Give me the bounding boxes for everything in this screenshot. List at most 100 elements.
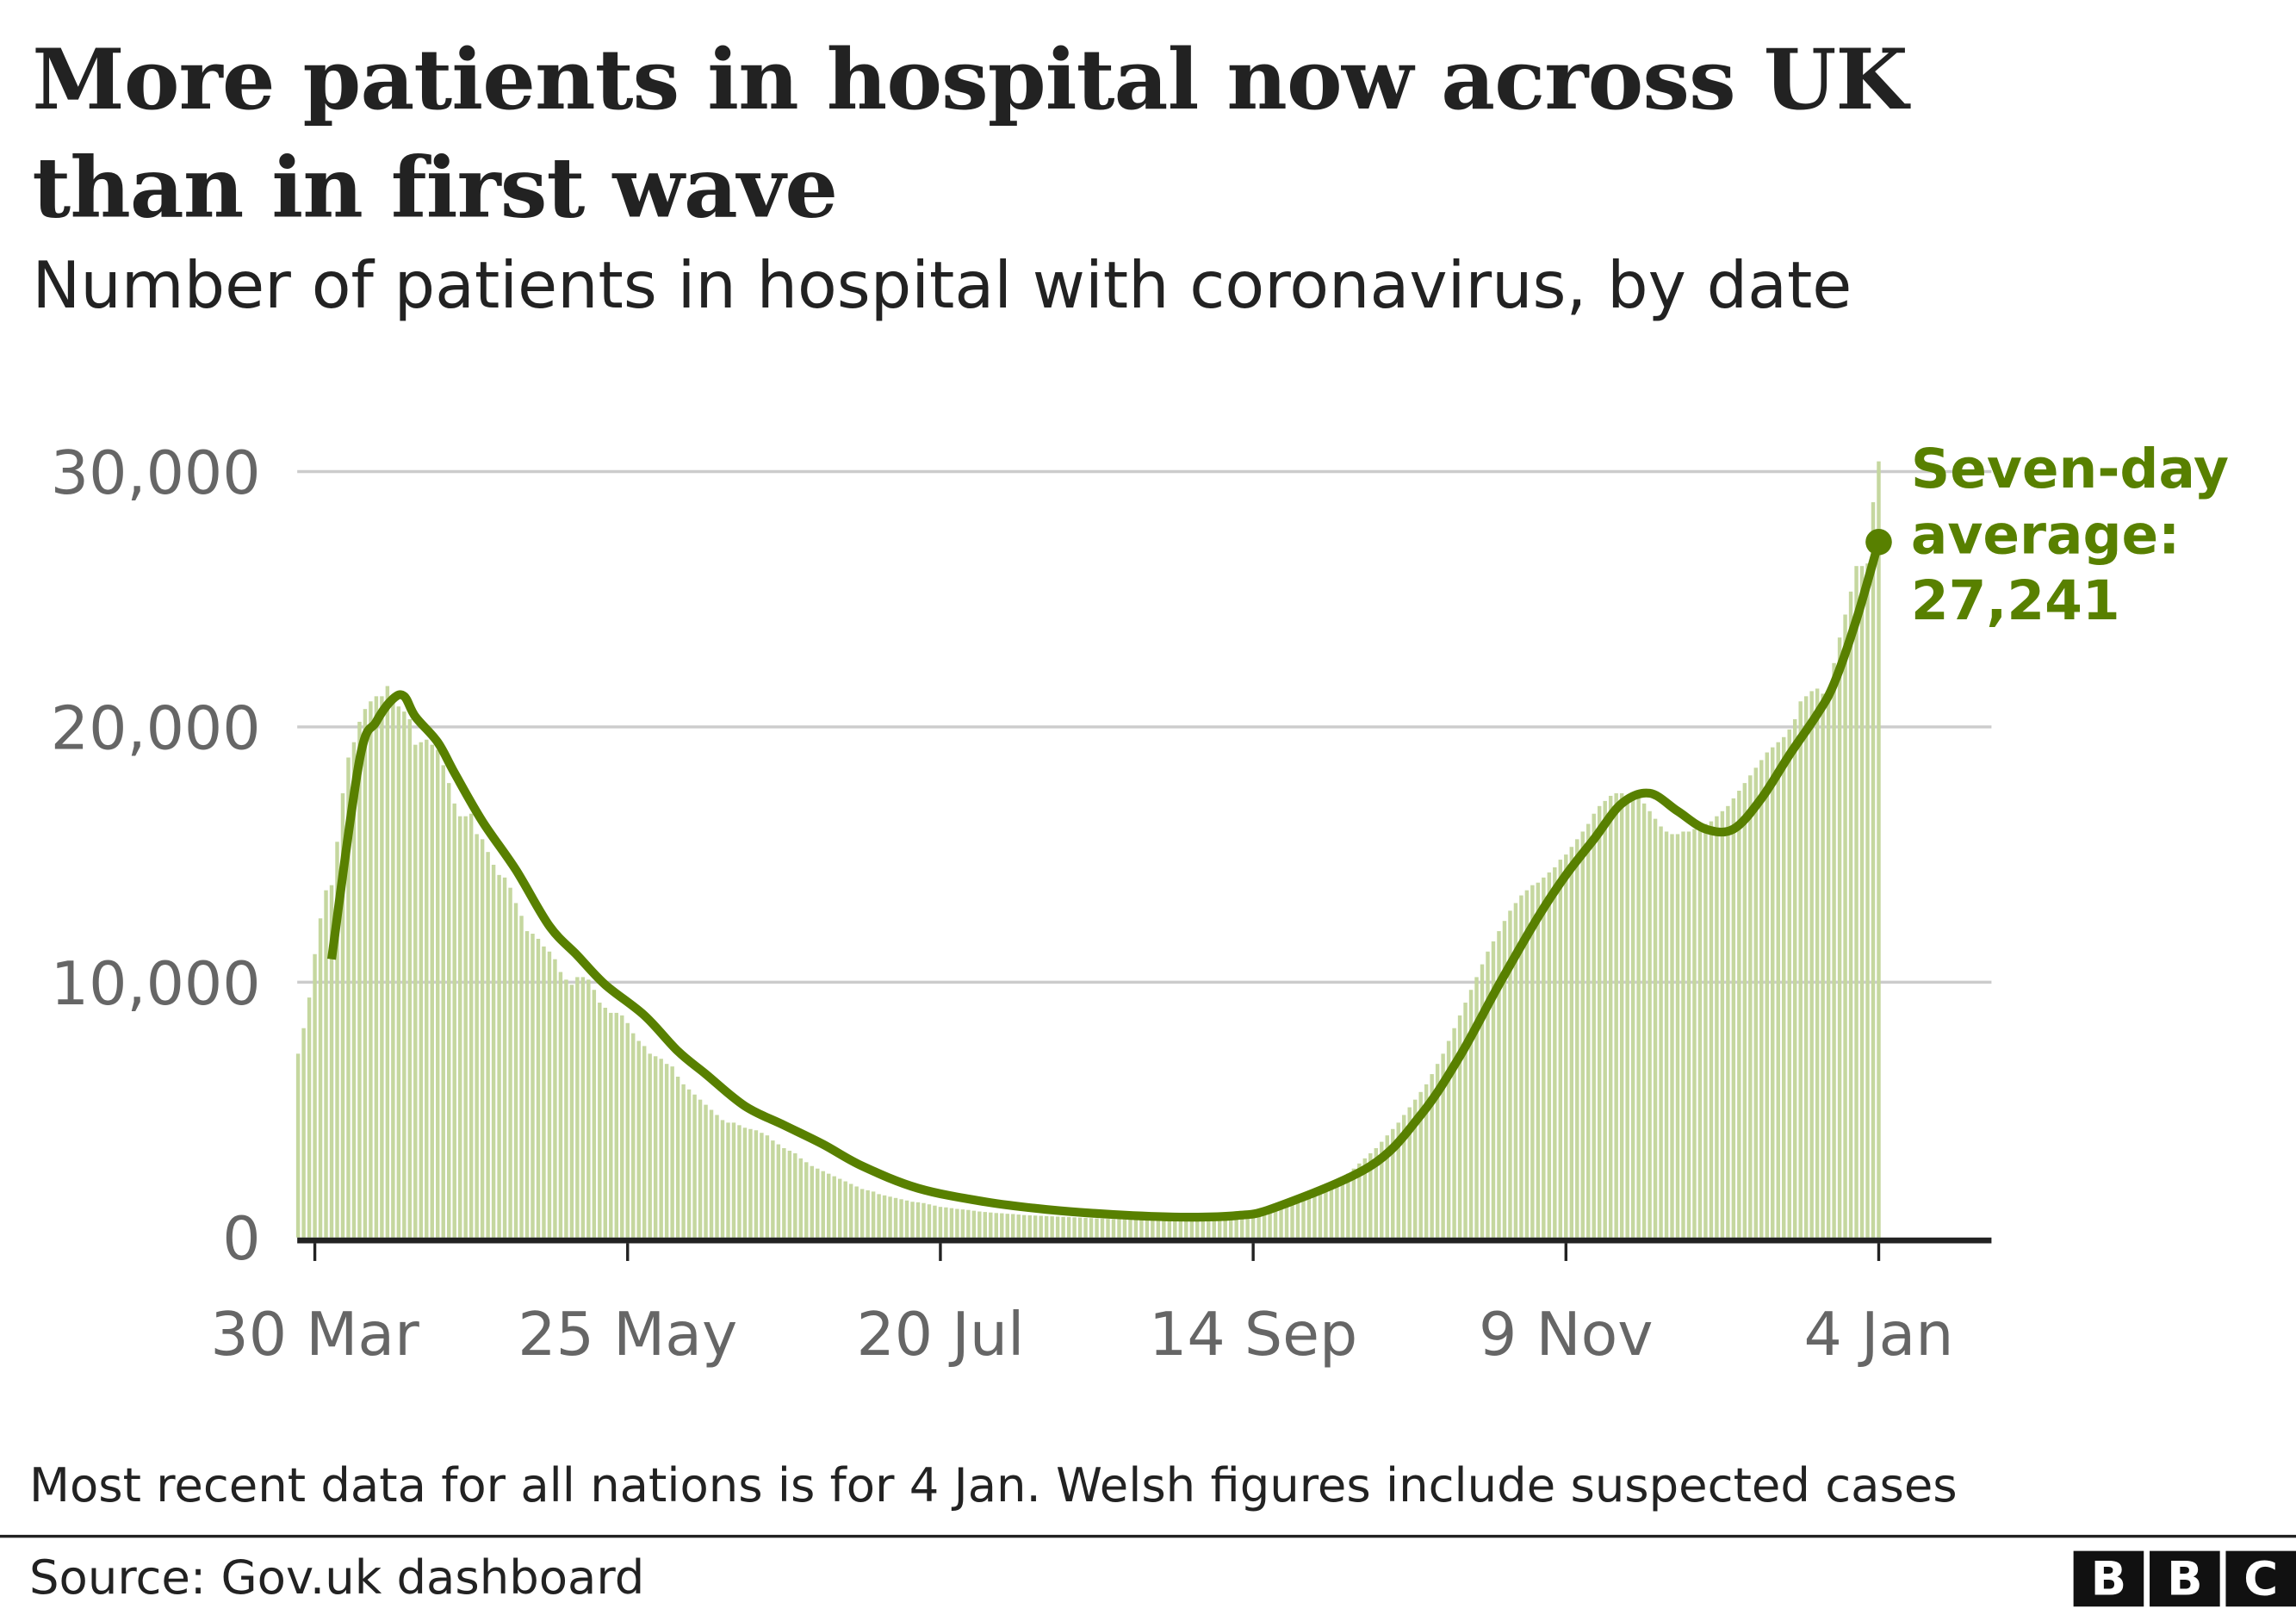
daily-bar xyxy=(910,1202,915,1238)
daily-bar xyxy=(1502,921,1507,1238)
daily-bar xyxy=(1357,1163,1362,1238)
daily-bar xyxy=(1351,1168,1356,1238)
daily-bar xyxy=(446,783,451,1238)
daily-bar xyxy=(765,1135,770,1238)
daily-bar xyxy=(1178,1219,1183,1238)
footnote: Most recent data for all nations is for … xyxy=(29,1457,1958,1513)
daily-bar xyxy=(1759,760,1764,1238)
daily-bar xyxy=(1412,1099,1418,1238)
daily-bar xyxy=(971,1210,977,1238)
x-tick-label: 20 Jul xyxy=(856,1300,1024,1370)
daily-bar xyxy=(1614,792,1618,1238)
daily-bar xyxy=(351,742,357,1238)
daily-bar xyxy=(659,1059,663,1238)
daily-bar xyxy=(391,696,395,1238)
daily-bar xyxy=(1184,1219,1188,1238)
daily-bar xyxy=(742,1127,748,1238)
daily-bar xyxy=(904,1200,909,1238)
daily-bar xyxy=(1061,1216,1065,1238)
daily-bar xyxy=(726,1122,730,1238)
daily-bar xyxy=(301,1028,306,1238)
daily-bar xyxy=(1731,798,1736,1238)
daily-bar xyxy=(1391,1128,1395,1238)
annotation-value: 27,241 xyxy=(1911,569,2120,632)
daily-bar xyxy=(949,1208,954,1238)
daily-bar xyxy=(329,885,334,1238)
daily-bar xyxy=(357,721,362,1238)
daily-bar xyxy=(1306,1195,1312,1238)
daily-bar xyxy=(369,701,373,1238)
daily-bar xyxy=(598,1003,602,1238)
daily-bar xyxy=(402,711,406,1238)
daily-bar xyxy=(1050,1216,1054,1238)
chart-subtitle: Number of patients in hospital with coro… xyxy=(32,249,1852,324)
daily-bar xyxy=(933,1205,937,1238)
daily-bar xyxy=(827,1173,831,1238)
daily-bar xyxy=(580,977,586,1238)
daily-bar xyxy=(508,887,512,1238)
daily-bar xyxy=(1771,747,1775,1238)
daily-bar xyxy=(1122,1219,1127,1238)
daily-bar xyxy=(1815,688,1820,1238)
daily-bar xyxy=(1212,1217,1216,1238)
daily-bar xyxy=(1843,614,1847,1238)
daily-bar xyxy=(1000,1213,1004,1238)
daily-bar xyxy=(1329,1184,1334,1238)
daily-bar xyxy=(1748,775,1753,1238)
bbc-logo: B B C xyxy=(2073,1550,2296,1607)
x-tick-label: 9 Nov xyxy=(1479,1300,1654,1370)
daily-bar xyxy=(547,951,552,1238)
daily-bar xyxy=(620,1015,624,1238)
daily-bar xyxy=(324,890,328,1238)
daily-bar xyxy=(1787,729,1791,1238)
daily-bar xyxy=(1468,990,1474,1238)
chart-plot: 0 10,000 20,000 30,000 30 Mar 25 May 20 Jul 14… xyxy=(51,438,2229,1370)
daily-bar xyxy=(396,706,401,1238)
daily-bar xyxy=(1648,811,1652,1238)
daily-bar xyxy=(804,1162,809,1238)
daily-bar xyxy=(1524,890,1530,1238)
daily-bar xyxy=(380,696,384,1238)
daily-bar xyxy=(888,1196,892,1238)
daily-bar xyxy=(335,842,339,1238)
daily-bar xyxy=(575,977,580,1238)
daily-bar xyxy=(1162,1220,1166,1238)
daily-bar xyxy=(1133,1220,1139,1238)
daily-bar xyxy=(592,990,597,1238)
daily-bar xyxy=(1463,1003,1468,1238)
daily-bar xyxy=(1625,795,1629,1238)
daily-bar xyxy=(1547,872,1552,1238)
daily-bar xyxy=(1324,1187,1328,1238)
daily-bar xyxy=(859,1189,865,1238)
daily-bar xyxy=(1151,1220,1155,1238)
daily-bar xyxy=(715,1115,719,1238)
daily-bar xyxy=(1715,816,1719,1238)
daily-bar xyxy=(854,1186,859,1238)
daily-bar xyxy=(899,1199,903,1238)
daily-bar xyxy=(441,765,445,1238)
daily-bar xyxy=(1279,1205,1283,1238)
daily-bar xyxy=(1782,736,1786,1238)
daily-bar xyxy=(1670,834,1674,1238)
daily-bar xyxy=(994,1213,999,1238)
daily-bar xyxy=(475,834,479,1238)
daily-bar xyxy=(452,803,456,1238)
daily-bar xyxy=(843,1181,847,1238)
daily-bar xyxy=(1016,1214,1021,1238)
daily-bar xyxy=(1301,1197,1306,1238)
daily-bar xyxy=(603,1007,608,1238)
daily-bar xyxy=(1586,823,1591,1238)
daily-bar xyxy=(1380,1141,1384,1238)
daily-bar xyxy=(469,813,474,1238)
daily-bar xyxy=(1675,834,1680,1238)
daily-bar xyxy=(1066,1217,1071,1238)
daily-bar xyxy=(1837,637,1842,1238)
daily-bar xyxy=(558,972,563,1238)
daily-bar xyxy=(346,757,351,1238)
daily-bar xyxy=(569,985,574,1238)
daily-bar xyxy=(542,946,546,1238)
daily-bar xyxy=(1446,1040,1451,1238)
daily-bar xyxy=(419,742,424,1238)
daily-bar xyxy=(425,739,429,1238)
daily-bar xyxy=(1055,1216,1060,1238)
